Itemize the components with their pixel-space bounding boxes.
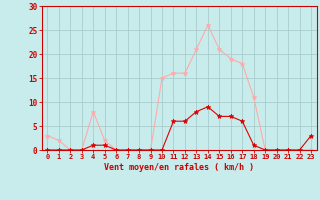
X-axis label: Vent moyen/en rafales ( km/h ): Vent moyen/en rafales ( km/h ) bbox=[104, 163, 254, 172]
